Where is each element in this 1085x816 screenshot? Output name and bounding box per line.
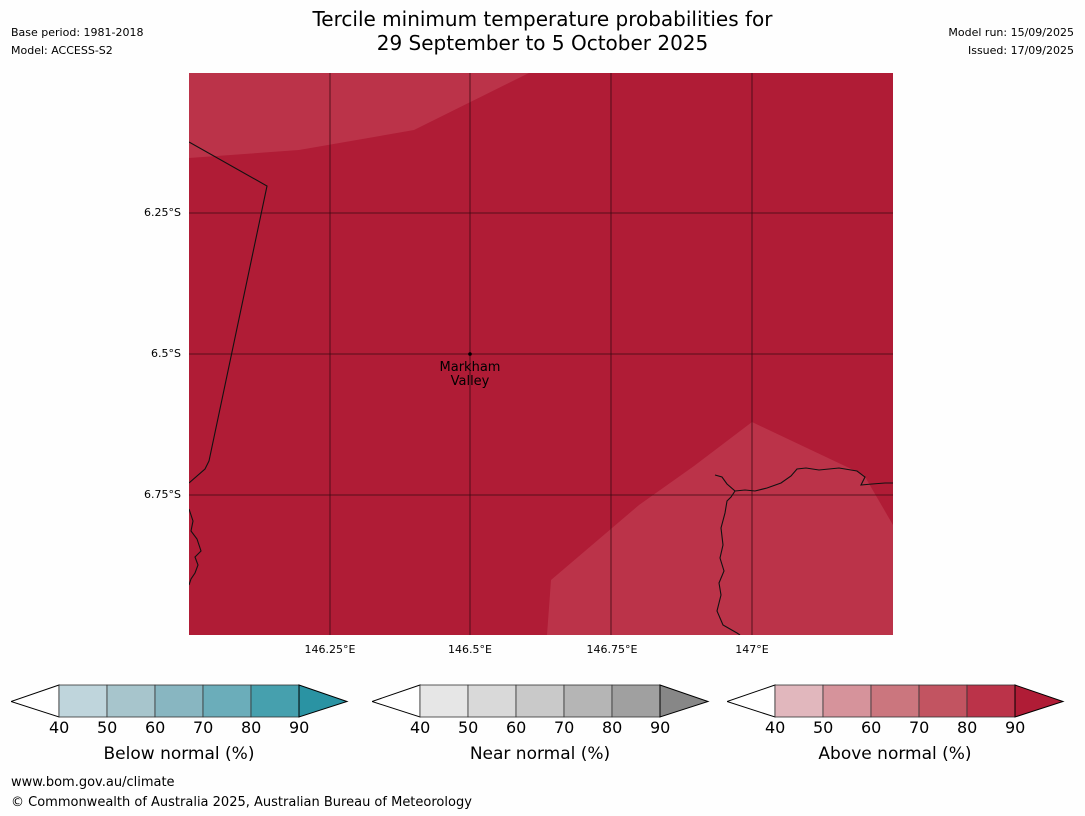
province-border	[189, 141, 268, 484]
colorbar-near-normal-scale	[370, 684, 710, 718]
colorbar-above-tick: 90	[1005, 718, 1026, 737]
place-label-line-1: Markham	[439, 360, 501, 375]
colorbar-above-normal-scale	[725, 684, 1065, 718]
colorbar-near-lower-extend	[370, 684, 421, 718]
colorbar-above-tick: 70	[909, 718, 930, 737]
coastline-west	[189, 508, 202, 586]
probability-map[interactable]	[189, 73, 893, 635]
colorbar-below-swatch-50	[106, 684, 156, 718]
map-graticule	[189, 73, 893, 635]
colorbar-above-swatch-70	[918, 684, 968, 718]
colorbar-above-upper-extend	[1014, 684, 1065, 718]
colorbar-near-ticks: 40 50 60 70 80 90	[372, 718, 712, 738]
colorbar-below-title: Below normal (%)	[103, 744, 255, 764]
place-label-markham-valley: Markham Valley	[437, 361, 503, 389]
colorbar-near-tick: 50	[458, 718, 479, 737]
colorbar-above-title: Above normal (%)	[818, 744, 972, 764]
colorbar-above-tick: 50	[813, 718, 834, 737]
title-line-1: Tercile minimum temperature probabilitie…	[312, 7, 773, 31]
base-period-text: Base period: 1981-2018	[11, 26, 144, 39]
colorbar-above-swatch-60	[870, 684, 920, 718]
header-right-meta: Model run: 15/09/2025 Issued: 17/09/2025	[948, 24, 1074, 60]
colorbar-near-tick: 80	[602, 718, 623, 737]
colorbar-near-tick: 60	[506, 718, 527, 737]
colorbar-above-normal: 40 50 60 70 80 90 Above normal (%)	[725, 684, 1067, 764]
colorbar-near-tick: 40	[410, 718, 431, 737]
colorbar-below-swatch-40	[58, 684, 108, 718]
coastline-east-bay	[714, 474, 741, 635]
lon-label-146-25: 146.25°E	[304, 643, 356, 656]
colorbar-below-normal: 40 50 60 70 80 90 Below normal (%)	[9, 684, 351, 764]
colorbar-below-swatch-80	[250, 684, 300, 718]
colorbar-below-lower-extend	[9, 684, 60, 718]
page-title: Tercile minimum temperature probabilitie…	[0, 7, 1085, 55]
header-left-meta: Base period: 1981-2018 Model: ACCESS-S2	[11, 24, 143, 60]
colorbar-above-swatch-80	[966, 684, 1016, 718]
map-region-bottom-right	[547, 422, 893, 635]
markham-valley-marker	[468, 352, 472, 356]
colorbar-above-tick: 60	[861, 718, 882, 737]
colorbar-near-swatch-40	[419, 684, 469, 718]
colorbar-above-tick: 40	[765, 718, 786, 737]
map-boundaries	[189, 141, 893, 635]
lat-label-6-25: 6.25°S	[144, 206, 181, 219]
colorbar-below-tick: 40	[49, 718, 70, 737]
colorbar-below-swatch-60	[154, 684, 204, 718]
colorbar-above-tick: 80	[957, 718, 978, 737]
colorbar-near-tick: 90	[650, 718, 671, 737]
colorbar-below-tick: 70	[193, 718, 214, 737]
colorbar-below-tick: 80	[241, 718, 262, 737]
footer-copyright: © Commonwealth of Australia 2025, Austra…	[11, 795, 472, 810]
lon-label-146-75: 146.75°E	[586, 643, 638, 656]
footer-url[interactable]: www.bom.gov.au/climate	[11, 775, 175, 790]
colorbar-above-lower-extend	[725, 684, 776, 718]
colorbar-above-swatch-40	[774, 684, 824, 718]
colorbar-near-tick: 70	[554, 718, 575, 737]
colorbar-near-upper-extend	[659, 684, 710, 718]
colorbar-below-normal-scale	[9, 684, 349, 718]
lon-label-147: 147°E	[735, 643, 769, 656]
map-region-top-left	[189, 73, 529, 158]
colorbar-above-swatch-50	[822, 684, 872, 718]
colorbar-below-tick: 50	[97, 718, 118, 737]
title-line-2: 29 September to 5 October 2025	[376, 31, 709, 55]
colorbar-above-ticks: 40 50 60 70 80 90	[727, 718, 1067, 738]
coastline-east-north	[734, 467, 893, 492]
issued-text: Issued: 17/09/2025	[967, 44, 1074, 57]
colorbar-near-swatch-60	[515, 684, 565, 718]
colorbar-near-swatch-80	[611, 684, 661, 718]
colorbar-below-tick: 60	[145, 718, 166, 737]
colorbar-near-swatch-70	[563, 684, 613, 718]
colorbar-below-swatch-70	[202, 684, 252, 718]
colorbar-below-upper-extend	[298, 684, 349, 718]
colorbar-below-tick: 90	[289, 718, 310, 737]
place-label-line-2: Valley	[450, 374, 490, 389]
model-text: Model: ACCESS-S2	[11, 44, 113, 57]
colorbar-near-swatch-50	[467, 684, 517, 718]
lon-label-146-5: 146.5°E	[448, 643, 492, 656]
lat-label-6-75: 6.75°S	[144, 488, 181, 501]
lat-label-6-5: 6.5°S	[151, 347, 181, 360]
colorbar-near-title: Near normal (%)	[469, 744, 611, 764]
model-run-text: Model run: 15/09/2025	[948, 26, 1074, 39]
colorbar-near-normal: 40 50 60 70 80 90 Near normal (%)	[370, 684, 712, 764]
colorbar-below-ticks: 40 50 60 70 80 90	[11, 718, 351, 738]
